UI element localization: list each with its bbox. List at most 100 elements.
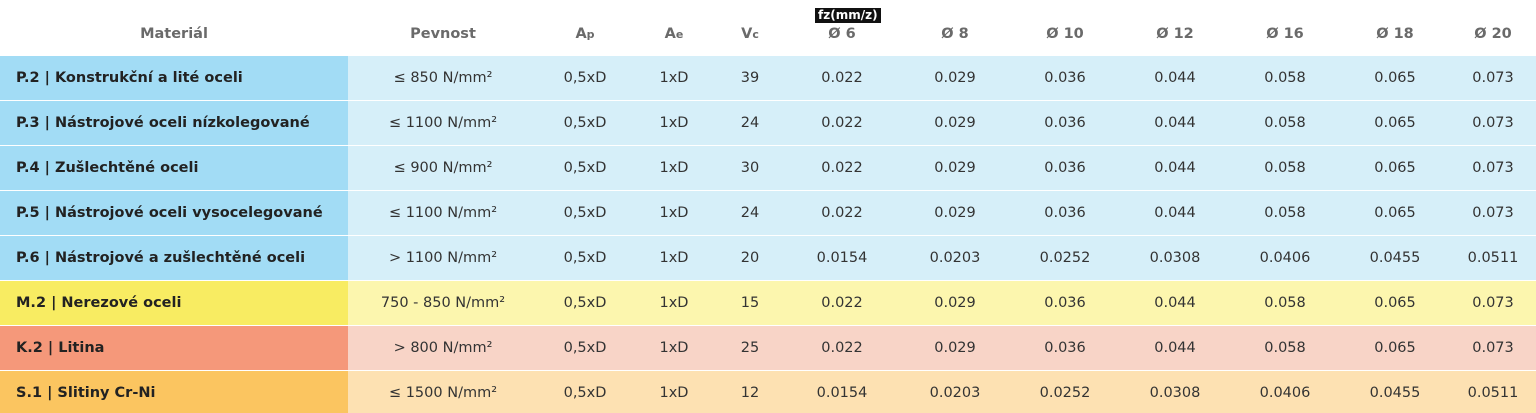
header-cell: Ø 20 (1450, 12, 1536, 56)
table-cell: 1xD (659, 115, 689, 131)
table-cell: 0.029 (934, 205, 976, 221)
table-cell: 12 (740, 385, 760, 401)
table-cell: 0,5xD (563, 160, 607, 176)
table-cell: 0.058 (1264, 340, 1306, 356)
table-cell: 0.0308 (1149, 250, 1201, 266)
table-cell: 0.0406 (1259, 250, 1311, 266)
table-cell: 0.022 (821, 340, 863, 356)
table-cell: 0.058 (1264, 295, 1306, 311)
material-cell: P.6 | Nástrojové a zušlechtěné oceli (0, 236, 348, 280)
table-cell: 0,5xD (563, 295, 607, 311)
header-cell: Ø 16 (1230, 12, 1340, 56)
table-cell: 0.058 (1264, 70, 1306, 86)
header-text: Ø 20 (1474, 26, 1512, 42)
table-cell: 0.073 (1472, 160, 1514, 176)
table-cell: 0.0455 (1369, 250, 1421, 266)
table-cell: 0.0203 (929, 385, 981, 401)
material-cell: P.5 | Nástrojové oceli vysocelegované (0, 191, 348, 235)
table-cell: 0.065 (1374, 160, 1416, 176)
table-row: K.2 | Litina > 800 N/mm² 0,5xD 1xD 25 0.022 0.… (0, 326, 1536, 370)
table-cell: 0.073 (1472, 205, 1514, 221)
table-cell: ≤ 1100 N/mm² (388, 205, 498, 221)
table-cell: 15 (740, 295, 760, 311)
header-cell: Ø 6 (784, 12, 900, 56)
table-cell: 0.029 (934, 70, 976, 86)
table-cell: 0,5xD (563, 250, 607, 266)
header-cell: Ø 8 (900, 12, 1010, 56)
table-cell: 0.036 (1044, 340, 1086, 356)
header-text: Ø 8 (941, 26, 969, 42)
material-cell: M.2 | Nerezové oceli (0, 281, 348, 325)
table-cell: 0.073 (1472, 340, 1514, 356)
table-cell: 750 - 850 N/mm² (380, 295, 506, 311)
table-cell: 39 (740, 70, 760, 86)
header-cell: Ø 12 (1120, 12, 1230, 56)
table-cell: 0.022 (821, 205, 863, 221)
table-cell: 0.0308 (1149, 385, 1201, 401)
header-cell: Materiál (0, 12, 348, 56)
table-cell: 0.044 (1154, 160, 1196, 176)
table-cell: 24 (740, 115, 760, 131)
header-cell: Pevnost (348, 12, 538, 56)
table-cell: 0,5xD (563, 205, 607, 221)
table-cell: 0.073 (1472, 115, 1514, 131)
table-cell: 0,5xD (563, 115, 607, 131)
table-cell: 0.022 (821, 115, 863, 131)
header-text: Ø 10 (1046, 26, 1084, 42)
table-cell: 0.065 (1374, 295, 1416, 311)
header-subscript: p (586, 27, 595, 41)
table-cell: 30 (740, 160, 760, 176)
table-cell: 0.0252 (1039, 385, 1091, 401)
table-cell: 1xD (659, 250, 689, 266)
table-cell: 0.0511 (1467, 385, 1519, 401)
table-row: P.4 | Zušlechtěné oceli ≤ 900 N/mm² 0,5xD 1… (0, 146, 1536, 190)
table-cell: 0.044 (1154, 340, 1196, 356)
table-cell: ≤ 850 N/mm² (393, 70, 493, 86)
header-text: A (664, 26, 676, 42)
header-text: Ø 6 (828, 26, 856, 42)
table-cell: 0.022 (821, 70, 863, 86)
header-cell: Ø 10 (1010, 12, 1120, 56)
header-text: Ø 12 (1156, 26, 1194, 42)
table-row: S.1 | Slitiny Cr-Ni ≤ 1500 N/mm² 0,5xD 1xD 1… (0, 371, 1536, 413)
table-cell: 1xD (659, 295, 689, 311)
table-row: P.3 | Nástrojové oceli nízkolegované ≤ 11… (0, 101, 1536, 145)
material-cell: S.1 | Slitiny Cr-Ni (0, 371, 348, 413)
header-subscript: e (675, 27, 684, 41)
table-cell: 1xD (659, 70, 689, 86)
table-cell: 1xD (659, 340, 689, 356)
table-cell: 0.0154 (816, 385, 868, 401)
table-cell: 0.073 (1472, 70, 1514, 86)
header-text: A (575, 26, 587, 42)
header-text: Materiál (140, 26, 208, 42)
table-cell: 20 (740, 250, 760, 266)
table-cell: 0.029 (934, 340, 976, 356)
table-cell: 0.065 (1374, 115, 1416, 131)
table-cell: 0.044 (1154, 70, 1196, 86)
table-cell: 0.0406 (1259, 385, 1311, 401)
material-cell: P.4 | Zušlechtěné oceli (0, 146, 348, 190)
table-cell: 0.058 (1264, 205, 1306, 221)
table-cell: 0.044 (1154, 115, 1196, 131)
header-text: Ø 18 (1376, 26, 1414, 42)
table-body: P.2 | Konstrukční a lité oceli ≤ 850 N/mm… (0, 56, 1536, 413)
fz-note: fz(mm/z) (815, 8, 881, 23)
header-text: Ø 16 (1266, 26, 1304, 42)
table-cell: 25 (740, 340, 760, 356)
table-cell: 0.029 (934, 160, 976, 176)
table-cell: 0.036 (1044, 295, 1086, 311)
material-cell: P.2 | Konstrukční a lité oceli (0, 56, 348, 100)
table-cell: 0.036 (1044, 115, 1086, 131)
table-cell: 0.036 (1044, 205, 1086, 221)
table-cell: 0.065 (1374, 70, 1416, 86)
table-cell: 0.0203 (929, 250, 981, 266)
table-cell: 0,5xD (563, 385, 607, 401)
table-cell: > 800 N/mm² (393, 340, 493, 356)
table-cell: 0.044 (1154, 205, 1196, 221)
table-row: P.2 | Konstrukční a lité oceli ≤ 850 N/mm… (0, 56, 1536, 100)
table-cell: 0.058 (1264, 115, 1306, 131)
material-cell: P.3 | Nástrojové oceli nízkolegované (0, 101, 348, 145)
